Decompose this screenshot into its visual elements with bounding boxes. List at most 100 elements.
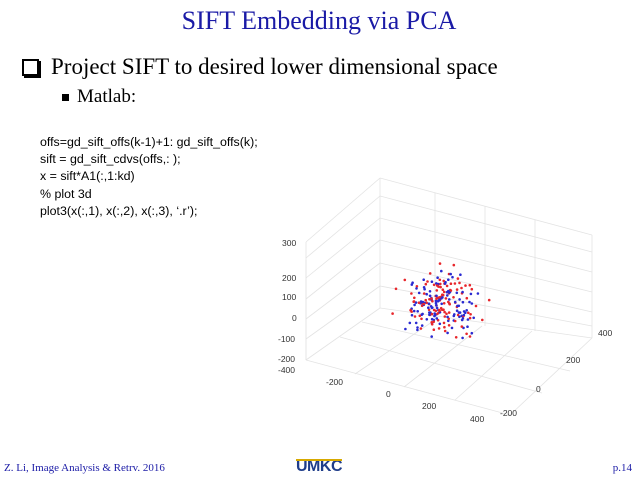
scatter-point: [439, 282, 442, 286]
y-tick-label: 400: [598, 328, 612, 338]
scatter-point: [469, 313, 472, 316]
scatter-point: [460, 286, 463, 290]
scatter-point: [415, 287, 418, 290]
z-tick-label: 100: [282, 292, 296, 302]
page-number: p.14: [612, 462, 632, 474]
scatter-point: [438, 278, 442, 282]
scatter-point: [403, 278, 407, 282]
scatter-3d-plot: 300 200 100 0 -100 -200 -400 -200 0 200 …: [278, 177, 612, 424]
scatter-point: [435, 297, 438, 300]
scatter-point: [452, 263, 456, 267]
scatter-point: [443, 315, 447, 318]
y-tick-label: 0: [536, 384, 541, 394]
scatter-point: [430, 297, 433, 300]
scatter-point: [447, 324, 451, 327]
scatter-point: [448, 298, 451, 301]
scatter-point: [443, 310, 446, 314]
scatter-point: [434, 313, 437, 317]
umkc-logo: UMKC: [296, 458, 343, 476]
scatter-point: [423, 287, 426, 291]
scatter-point: [464, 311, 467, 314]
scatter-point: [449, 272, 452, 276]
scatter-point: [447, 289, 450, 293]
scatter-point: [415, 285, 419, 288]
scatter-point: [413, 296, 416, 300]
logo-bar: [296, 459, 342, 461]
square-bullet-icon: [62, 93, 69, 101]
scatter-point: [430, 280, 434, 283]
code-line: x = sift*A1(:,1:kd): [40, 169, 135, 184]
scatter-point: [446, 331, 449, 335]
scatter-point: [448, 302, 451, 305]
scatter-point: [440, 269, 443, 273]
x-tick-label: -400: [278, 365, 295, 375]
scatter-point: [470, 331, 474, 335]
scatter-point: [456, 277, 460, 280]
scatter-point: [450, 326, 454, 330]
z-tick-label: -100: [278, 334, 295, 344]
scatter-point: [440, 302, 443, 306]
scatter-point: [425, 292, 428, 296]
scatter-point: [476, 292, 480, 295]
scatter-point: [424, 282, 428, 286]
scatter-point: [441, 293, 444, 296]
scatter-point: [413, 315, 417, 318]
scatter-point: [452, 296, 455, 299]
scatter-points: [391, 262, 491, 340]
scatter-point: [460, 318, 464, 322]
scatter-point: [454, 336, 458, 339]
scatter-point: [442, 321, 446, 325]
scatter-point: [430, 312, 434, 316]
scatter-point: [470, 302, 474, 305]
scatter-point: [408, 321, 412, 325]
scatter-point: [440, 308, 444, 311]
scatter-point: [410, 313, 414, 317]
scatter-point: [391, 312, 394, 315]
bullet-project-sift: Project SIFT to desired lower dimensiona…: [22, 54, 498, 80]
scatter-point: [465, 332, 468, 336]
scatter-point: [438, 296, 441, 299]
scatter-point: [474, 304, 478, 308]
scatter-point: [439, 285, 442, 289]
scatter-point: [432, 320, 435, 323]
scatter-point: [432, 328, 436, 331]
x-tick-label: 200: [422, 401, 436, 411]
scatter-point: [417, 291, 421, 295]
scatter-point: [443, 325, 446, 329]
scatter-point: [412, 309, 416, 313]
scatter-point: [404, 327, 407, 331]
scatter-point: [481, 318, 484, 322]
scatter-point: [438, 262, 442, 265]
scatter-point: [437, 327, 441, 330]
scatter-point: [435, 306, 439, 310]
scatter-point: [412, 300, 415, 303]
scatter-point: [427, 306, 430, 309]
scatter-point: [416, 310, 419, 313]
scatter-point: [464, 284, 467, 287]
scatter-point: [451, 275, 454, 279]
scatter-point: [421, 300, 425, 304]
scatter-point: [416, 326, 419, 329]
scatter-point: [429, 305, 433, 308]
scatter-point: [441, 288, 445, 291]
scatter-point: [447, 311, 451, 314]
scatter-point: [430, 335, 433, 338]
y-tick-label: -200: [500, 408, 517, 418]
scatter-point: [424, 298, 427, 302]
scatter-point: [447, 317, 450, 321]
scatter-point: [443, 282, 447, 285]
scatter-point: [442, 279, 445, 283]
scatter-point: [472, 316, 475, 320]
scatter-point: [447, 278, 450, 281]
scatter-point: [446, 315, 449, 319]
scatter-point: [445, 284, 449, 288]
scatter-point: [422, 302, 426, 306]
scatter-point: [456, 304, 459, 308]
scatter-point: [453, 282, 457, 285]
plot-grid: [305, 177, 593, 416]
matlab-code-block: offs=gd_sift_offs(k-1)+1: gd_sift_offs(k…: [40, 134, 258, 220]
scatter-point: [443, 329, 447, 333]
scatter-point: [465, 309, 468, 312]
scatter-point: [425, 301, 428, 305]
scatter-point: [435, 317, 439, 320]
